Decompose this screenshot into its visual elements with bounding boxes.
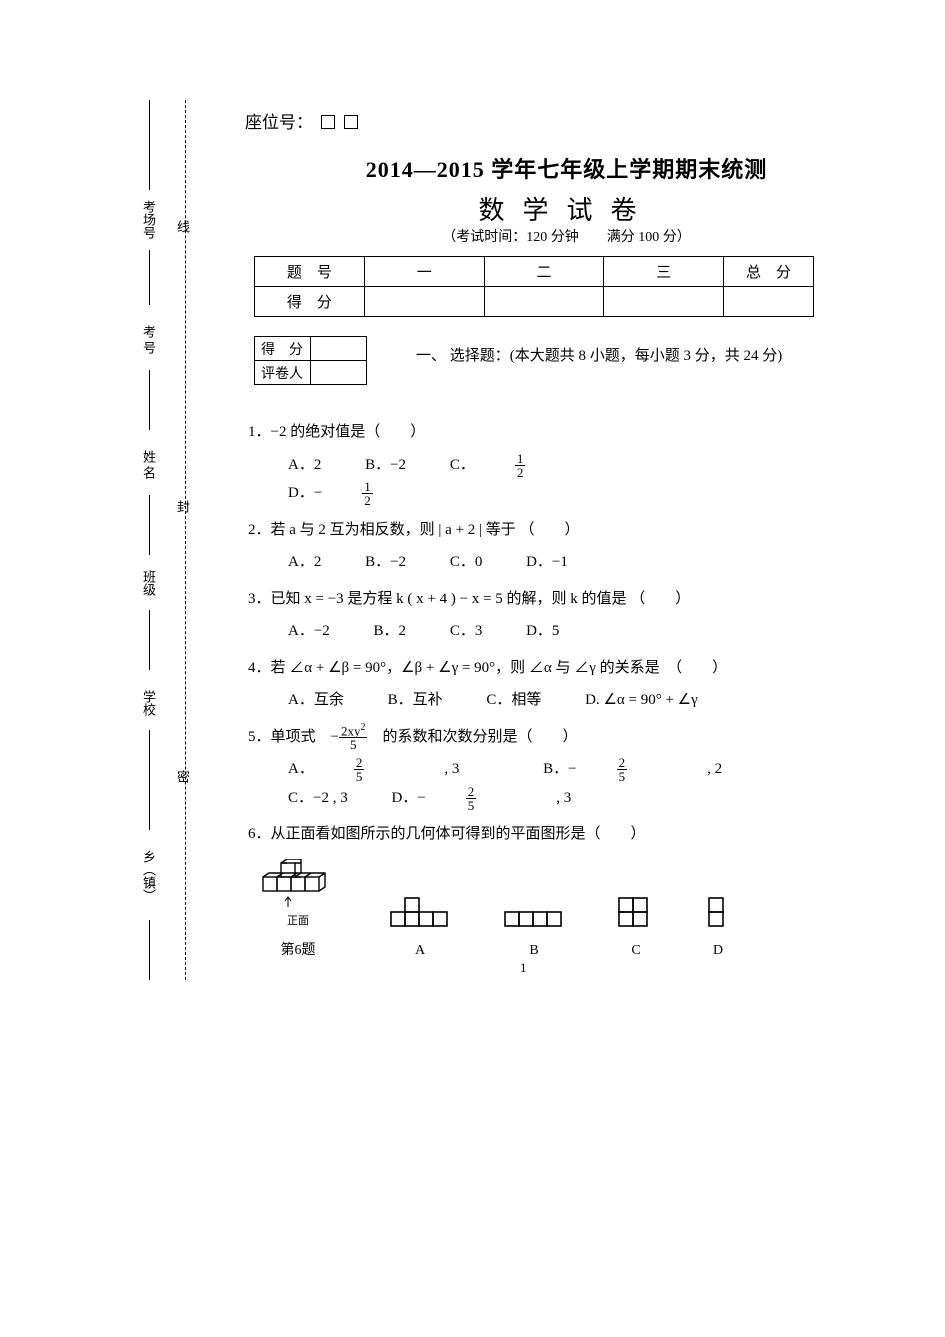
sidebar-rule xyxy=(149,100,150,190)
seat-label: 座位号： xyxy=(245,113,313,132)
cell: 三 xyxy=(604,257,724,287)
q4-opt-b[interactable]: B．互补 xyxy=(388,686,443,715)
q3-opt-c[interactable]: C．3 xyxy=(450,617,483,646)
q6-stem: 6．从正面看如图所示的几何体可得到的平面图形是（ ） xyxy=(248,826,646,842)
front-label: 正面 xyxy=(258,911,338,932)
sidebar-rule xyxy=(149,920,150,980)
q5-opt-d[interactable]: D．−25 , 3 xyxy=(391,784,611,813)
q1-opt-d[interactable]: D．−12 xyxy=(288,479,453,508)
q6-caption: 第6题 xyxy=(258,938,338,965)
sidebar-mark-2: 密 xyxy=(173,770,192,783)
q3-opt-d[interactable]: D．5 xyxy=(526,617,559,646)
q6-option-c-figure[interactable]: C xyxy=(616,896,656,965)
shape-b-icon xyxy=(502,896,566,932)
seat-box[interactable] xyxy=(344,115,358,129)
table-row: 评卷人 xyxy=(255,361,367,385)
q1-stem: 1．−2 的绝对值是（ ） xyxy=(248,424,425,440)
cell[interactable] xyxy=(484,287,604,317)
cell: 得 分 xyxy=(255,337,311,361)
q5-stem-post: 的系数和次数分别是（ ） xyxy=(367,729,577,745)
cell: 评卷人 xyxy=(255,361,311,385)
q4-opt-c[interactable]: C．相等 xyxy=(486,686,541,715)
binding-sidebar: 考场号 考 号 姓 名 班级 学校 乡（镇） 线 封 密 xyxy=(115,100,195,980)
q6-figures-row: 正面 第6题 A xyxy=(248,859,828,964)
sidebar-rule xyxy=(149,495,150,555)
q4-opt-d[interactable]: D. ∠α = 90° + ∠γ xyxy=(585,686,698,715)
shape-c-icon xyxy=(616,896,656,932)
question-3: 3．已知 x = −3 是方程 k ( x + 4 ) − x = 5 的解，则… xyxy=(248,585,828,646)
table-row: 得 分 xyxy=(255,337,367,361)
q3-opt-b[interactable]: B．2 xyxy=(374,617,407,646)
score-table: 题 号 一 二 三 总 分 得 分 xyxy=(254,256,814,317)
cell[interactable] xyxy=(724,287,814,317)
subtitle: （考试时间：120 分钟 满分 100 分） xyxy=(248,226,885,246)
sidebar-label-1: 考 号 xyxy=(139,325,158,354)
question-1: 1．−2 的绝对值是（ ） A．2 B．−2 C．12 D．−12 xyxy=(248,418,828,508)
question-6: 6．从正面看如图所示的几何体可得到的平面图形是（ ） xyxy=(248,820,828,964)
marker-table: 得 分 评卷人 xyxy=(254,336,367,385)
cell: 题 号 xyxy=(255,257,365,287)
cell[interactable] xyxy=(311,337,367,361)
cell: 得 分 xyxy=(255,287,365,317)
sidebar-rule xyxy=(149,730,150,830)
cell[interactable] xyxy=(311,361,367,385)
q6-option-d-figure[interactable]: D xyxy=(706,896,730,965)
cell: 一 xyxy=(364,257,484,287)
q6-opt-b-label: B xyxy=(502,938,566,965)
cell[interactable] xyxy=(604,287,724,317)
q2-opt-a[interactable]: A．2 xyxy=(288,548,321,577)
q2-opt-c[interactable]: C．0 xyxy=(450,548,483,577)
table-row: 得 分 xyxy=(255,287,814,317)
q5-opt-b[interactable]: B．−25 , 2 xyxy=(543,755,762,784)
seat-box[interactable] xyxy=(321,115,335,129)
sidebar-rule xyxy=(149,370,150,430)
sidebar-mark-1: 封 xyxy=(173,500,192,513)
q2-opt-d[interactable]: D．−1 xyxy=(526,548,568,577)
q5-opt-a[interactable]: A．25 , 3 xyxy=(288,755,499,784)
q5-opt-c[interactable]: C．−2 , 3 xyxy=(288,784,348,813)
q6-solid-figure: 正面 第6题 xyxy=(258,859,338,964)
question-2: 2．若 a 与 2 互为相反数，则 | a + 2 | 等于 （ ） A．2 B… xyxy=(248,516,828,577)
q6-opt-d-label: D xyxy=(706,938,730,965)
q1-opt-b[interactable]: B．−2 xyxy=(365,451,406,480)
cell: 总 分 xyxy=(724,257,814,287)
sidebar-label-0: 考场号 xyxy=(139,200,158,239)
q3-opt-a[interactable]: A．−2 xyxy=(288,617,330,646)
questions-block: 1．−2 的绝对值是（ ） A．2 B．−2 C．12 D．−12 2．若 a … xyxy=(248,410,828,964)
sidebar-rule xyxy=(149,610,150,670)
q4-stem: 4．若 ∠α + ∠β = 90°，∠β + ∠γ = 90°，则 ∠α 与 ∠… xyxy=(248,660,727,676)
page-number: 1 xyxy=(520,960,527,976)
q5-monomial-frac: 2xy25 xyxy=(339,723,368,751)
seat-row: 座位号： xyxy=(245,108,358,133)
section-1-heading: 一、 选择题：(本大题共 8 小题，每小题 3 分，共 24 分) xyxy=(416,344,782,365)
shape-a-icon xyxy=(388,896,452,932)
cell: 二 xyxy=(484,257,604,287)
q6-option-b-figure[interactable]: B xyxy=(502,896,566,965)
q1-opt-a[interactable]: A．2 xyxy=(288,451,321,480)
sidebar-label-2: 姓 名 xyxy=(139,450,158,479)
question-4: 4．若 ∠α + ∠β = 90°，∠β + ∠γ = 90°，则 ∠α 与 ∠… xyxy=(248,654,828,715)
sidebar-mark-0: 线 xyxy=(173,220,192,233)
sidebar-label-5: 乡（镇） xyxy=(139,850,158,902)
sidebar-rule xyxy=(149,250,150,305)
sidebar-label-4: 学校 xyxy=(139,690,158,716)
q4-opt-a[interactable]: A．互余 xyxy=(288,686,344,715)
question-5: 5．单项式 −2xy25 的系数和次数分别是（ ） A．25 , 3 B．−25… xyxy=(248,723,828,813)
q5-stem-pre: 5．单项式 − xyxy=(248,729,339,745)
q6-opt-c-label: C xyxy=(616,938,656,965)
cell[interactable] xyxy=(364,287,484,317)
title-line-1: 2014—2015 学年七年级上学期期末统测 xyxy=(248,152,885,184)
q1-opt-c[interactable]: C．12 xyxy=(450,451,606,480)
sidebar-label-3: 班级 xyxy=(139,570,158,596)
q6-opt-a-label: A xyxy=(388,938,452,965)
q3-stem: 3．已知 x = −3 是方程 k ( x + 4 ) − x = 5 的解，则… xyxy=(248,591,690,607)
q6-option-a-figure[interactable]: A xyxy=(388,896,452,965)
shape-d-icon xyxy=(706,896,730,932)
q2-opt-b[interactable]: B．−2 xyxy=(365,548,406,577)
table-row: 题 号 一 二 三 总 分 xyxy=(255,257,814,287)
q2-stem: 2．若 a 与 2 互为相反数，则 | a + 2 | 等于 （ ） xyxy=(248,522,580,538)
title-line-2: 数学试卷 xyxy=(248,190,885,227)
solid-icon xyxy=(258,859,338,915)
